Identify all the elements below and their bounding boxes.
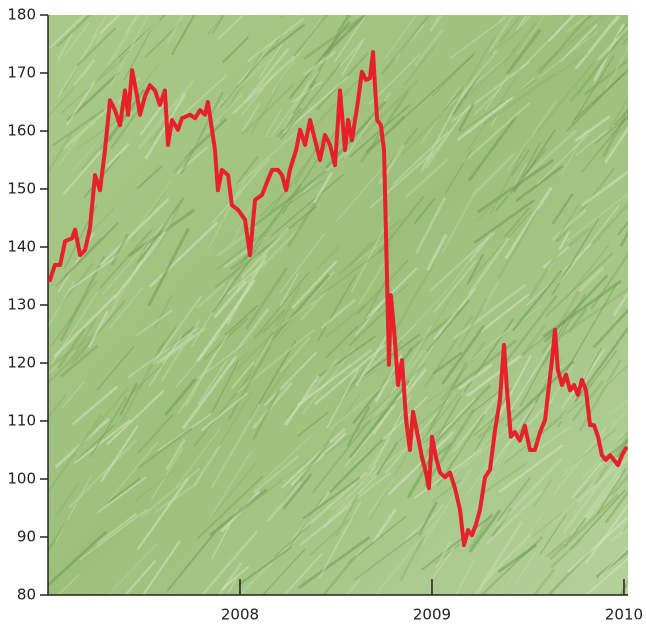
x-tick-label: 2008 [221, 606, 259, 624]
grass-blade [642, 39, 646, 63]
y-tick-label: 160 [7, 122, 36, 140]
y-tick-label: 130 [7, 296, 36, 314]
y-tick-label: 170 [7, 64, 36, 82]
grass-blade [466, 0, 524, 12]
grass-blade [636, 71, 646, 133]
grass-blade [542, 0, 593, 10]
grass-blade [641, 285, 646, 349]
y-tick-label: 150 [7, 180, 36, 198]
grass-blade [522, 0, 568, 11]
grass-blade [609, 0, 646, 14]
y-tick-label: 110 [7, 412, 36, 430]
y-tick-label: 90 [17, 528, 36, 546]
grass-blade [611, 0, 635, 11]
y-tick-label: 140 [7, 238, 36, 256]
grass-blade [635, 84, 646, 135]
grass-blade [296, 0, 319, 15]
grass-blade [640, 491, 646, 542]
y-tick-label: 80 [17, 586, 36, 604]
grass-blade [630, 153, 646, 175]
grass-blade [72, 0, 142, 11]
page: 80 90 100 110 120 130 140 150 160 170 180 2008 2009 2… [0, 0, 646, 627]
y-tick-label: 100 [7, 470, 36, 488]
grass-blade [489, 0, 529, 11]
grass-blade [642, 55, 646, 102]
grass-blade [635, 480, 646, 538]
grass-blade [627, 380, 646, 420]
grass-blade [635, 489, 646, 552]
grass-blade [611, 0, 646, 10]
grass-blade [281, 0, 317, 17]
grass-blade [627, 541, 646, 584]
grass-blade [636, 390, 646, 436]
y-tick-label: 180 [7, 6, 36, 24]
grass-blade [626, 572, 646, 591]
grass-blade [642, 225, 646, 291]
grass-blade [638, 3, 646, 71]
grass-blade [43, 0, 72, 14]
grass-blade [628, 553, 645, 583]
grass-blade [630, 235, 646, 284]
grass-blade [639, 570, 646, 597]
grass-blade [419, 0, 457, 13]
grass-blade [630, 0, 646, 41]
grass-blade [637, 435, 646, 490]
chart: 80 90 100 110 120 130 140 150 160 170 180 2008 2009 2… [0, 0, 646, 627]
x-tick-label: 2010 [605, 606, 643, 624]
grass-blade [634, 196, 646, 228]
grass-blade [635, 461, 646, 515]
grass-blade [351, 0, 393, 15]
x-tick-label: 2009 [413, 606, 451, 624]
grass-blade [641, 554, 646, 591]
y-tick-label: 120 [7, 354, 36, 372]
